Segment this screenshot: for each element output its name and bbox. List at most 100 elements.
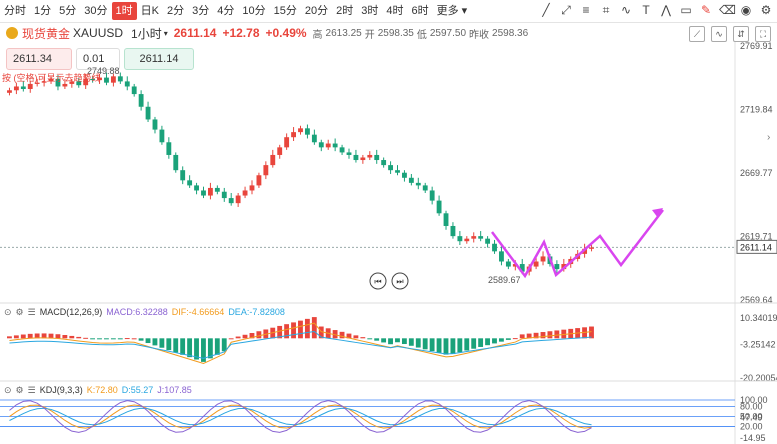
timeframe-tab[interactable]: 分时 [4,5,26,17]
low-value: 2597.50 [429,27,467,39]
macd-value: MACD:6.32288 [106,307,168,317]
d-line [9,407,592,426]
candle-body [395,170,400,173]
candle-body [512,264,518,267]
candle-body [408,177,414,183]
draw-line-icon[interactable]: ⟋ [689,26,705,42]
chevron-right-icon[interactable]: › [767,132,771,143]
macd-bar [13,335,19,339]
candle-body [117,76,123,82]
macd-bar [304,318,310,339]
macd-bar [533,332,539,339]
candle-body [547,256,553,265]
timeframe-tab[interactable]: 1时 [111,2,137,20]
macd-bar [249,333,255,339]
fib-tool-icon[interactable]: ⌗ [602,3,610,17]
timeframe-tab[interactable]: 20分 [304,5,329,17]
zigzag-tool-icon[interactable]: ⋀ [661,3,671,17]
timeframe-tab[interactable]: 4时 [386,5,404,17]
kdj-tick: 80.00 [740,402,763,412]
timeframe-tab[interactable]: 15分 [273,5,297,17]
chevron-down-icon[interactable]: ▾ [163,28,168,38]
settings-icon[interactable]: ⚙ [15,384,24,395]
timeframe-tab[interactable]: 2时 [336,5,354,17]
sell-price-button[interactable]: 2611.34 [6,48,72,70]
indicator-icon[interactable]: ∿ [711,26,727,42]
price-change: +12.78 [222,26,260,40]
macd-bar [221,338,227,352]
eye-icon[interactable]: ◉ [740,3,752,17]
k-value: K:72.80 [86,385,118,395]
interval-select[interactable]: 1小时 [131,26,162,41]
candle-body [97,77,102,81]
macd-bar [346,333,352,339]
hint-text: 按 (空格)可显示去趋势线 [2,72,101,83]
candle-body [485,238,491,244]
timeframe-tab[interactable]: 4分 [217,5,235,17]
compare-icon[interactable]: ⇵ [733,26,749,42]
delete-icon[interactable]: ⌫ [719,3,736,17]
curve-tool-icon[interactable]: ∿ [620,3,632,17]
timeframe-tab[interactable]: 10分 [242,5,266,17]
symbol-name[interactable]: 现货黄金 [22,26,71,41]
settings-icon[interactable]: ⚙ [760,3,772,17]
macd-bar [471,338,477,349]
macd-bar [464,338,470,351]
eye-icon[interactable]: ⊙ [4,384,12,395]
eye-icon[interactable]: ⊙ [4,306,12,317]
symbol-code[interactable]: XAUUSD [73,26,124,40]
macd-bar [436,338,442,353]
timeframe-tab[interactable]: 3时 [361,5,379,17]
timeframe-toolbar: 分时 1分 5分 30分 1时 日K 2分 3分 4分 10分 15分 20分 2时 3时 4时 6时 更多 ▾ [0,0,777,23]
timeframe-tab[interactable]: 2分 [166,5,185,17]
fullscreen-icon[interactable]: ⛶ [755,26,771,42]
candle-body [526,266,532,272]
timeframe-tab[interactable]: 日K [140,5,159,17]
timeframe-tab[interactable]: 1分 [34,5,52,17]
candle-body [325,143,331,148]
candle-body [402,172,407,178]
timeframe-tab[interactable]: 6时 [411,5,429,17]
candle-body [568,258,574,265]
macd-bar [104,338,109,340]
timeframe-tab[interactable]: 3分 [192,5,210,17]
candle-body [7,90,12,93]
dea-line [9,330,592,359]
macd-bar [263,329,269,339]
macd-bar [311,317,317,339]
macd-bar [20,334,26,339]
ray-tool-icon[interactable]: ⤢ [561,3,571,17]
projection-arrowhead [652,208,663,218]
menu-icon[interactable]: ☰ [27,306,36,317]
quantity-input[interactable]: 0.01 [76,48,120,70]
kdj-tick: -14.95 [740,433,766,443]
text-tool-icon[interactable]: T [642,3,650,17]
candle-body [62,83,68,87]
candle-body [20,86,26,90]
timeframe-tab[interactable]: 30分 [84,5,108,17]
candle-body [332,143,338,148]
symbol-bar: 现货黄金 XAUUSD 1小时 ▾ 2611.14 +12.78 +0.49% … [0,24,777,42]
more-dropdown[interactable]: 更多 ▾ [436,5,468,17]
macd-bar [34,333,40,339]
candle-body [13,86,19,91]
macd-bar [83,337,89,339]
macd-bar [512,338,518,340]
macd-bar [291,322,296,339]
settings-icon[interactable]: ⚙ [15,306,24,317]
price-tick: 2569.64 [740,295,773,305]
prev-icon: ⏮ [374,277,381,286]
line-tool-icon[interactable]: ╱ [542,3,550,17]
candle-body [145,106,151,120]
shape-tool-icon[interactable]: ▭ [680,3,692,17]
channel-tool-icon[interactable]: ≡ [582,3,590,17]
edit-icon[interactable]: ✎ [700,3,712,17]
candle-body [194,185,199,191]
menu-icon[interactable]: ☰ [27,384,36,395]
buy-price-button[interactable]: 2611.14 [124,48,194,70]
timeframe-tab[interactable]: 5分 [59,5,77,17]
price-tick: 2619.71 [740,231,773,241]
candle-body [388,165,394,171]
chart-actions: ⟋ ∿ ⇵ ⛶ [689,26,771,42]
macd-bar [214,338,220,355]
